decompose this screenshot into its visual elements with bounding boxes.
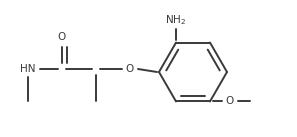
Text: O: O [226,96,234,106]
Text: O: O [126,64,134,74]
Text: HN: HN [20,64,36,74]
Text: NH$_2$: NH$_2$ [165,14,187,27]
Text: O: O [58,32,66,42]
